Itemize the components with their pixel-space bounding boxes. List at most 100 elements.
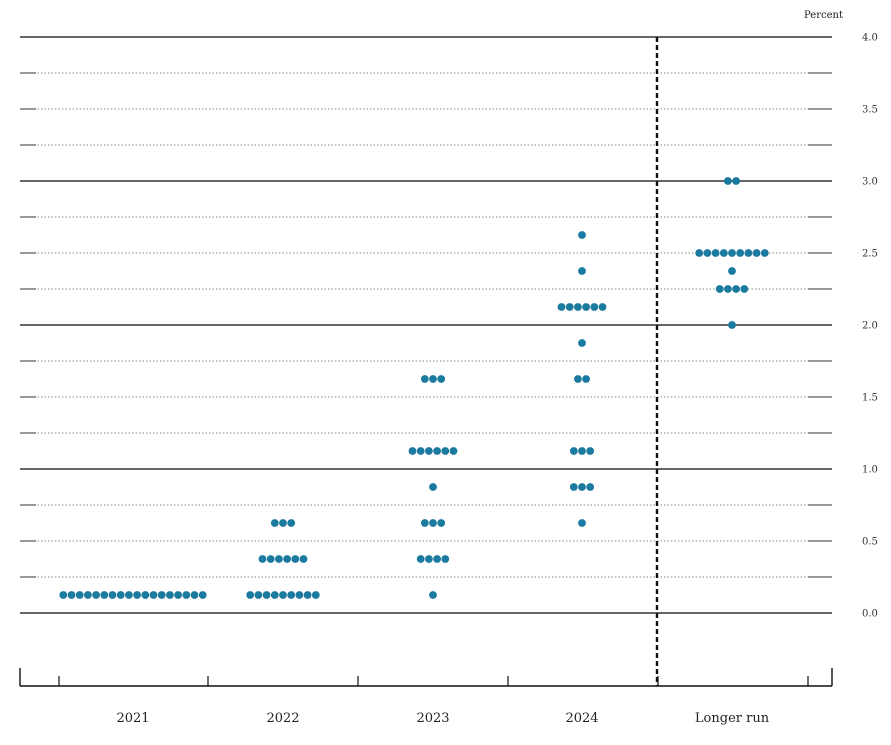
y-tick-label: 0.5 bbox=[862, 537, 878, 548]
dot-point bbox=[420, 375, 429, 383]
dot-point bbox=[198, 591, 207, 599]
dot-point bbox=[108, 591, 117, 599]
dot-point bbox=[437, 375, 446, 383]
dot-point bbox=[728, 321, 736, 329]
dot-point bbox=[744, 249, 753, 257]
y-tick-label: 1.0 bbox=[862, 465, 878, 476]
dot-point bbox=[299, 555, 308, 563]
dot-point bbox=[254, 591, 263, 599]
dot-point bbox=[732, 285, 740, 293]
y-tick-label: 2.5 bbox=[862, 249, 878, 260]
dot-point bbox=[578, 231, 586, 239]
x-category-label: 2023 bbox=[416, 711, 449, 726]
dot-point bbox=[133, 591, 142, 599]
dot-point bbox=[441, 447, 450, 455]
dot-point bbox=[574, 303, 582, 311]
dot-point bbox=[590, 303, 599, 311]
dot-point bbox=[270, 591, 279, 599]
dot-point bbox=[569, 447, 578, 455]
dot-point bbox=[141, 591, 150, 599]
x-axis bbox=[19, 668, 833, 687]
dot-point bbox=[582, 303, 590, 311]
dot-point bbox=[598, 303, 607, 311]
dot-point bbox=[425, 555, 433, 563]
dot-point bbox=[287, 591, 296, 599]
dot-point bbox=[295, 591, 304, 599]
dot-point bbox=[441, 555, 450, 563]
dot-point bbox=[557, 303, 566, 311]
dot-point bbox=[586, 447, 595, 455]
dot-point bbox=[287, 519, 296, 527]
y-tick-label: 0.0 bbox=[862, 609, 878, 620]
x-category-label: 2024 bbox=[565, 711, 598, 726]
dot-point bbox=[116, 591, 125, 599]
y-tick-label: 2.0 bbox=[862, 321, 878, 332]
dot-point bbox=[569, 483, 578, 491]
dot-point bbox=[728, 249, 736, 257]
dot-point bbox=[246, 591, 255, 599]
dot-point bbox=[582, 375, 590, 383]
y-tick-label: 3.0 bbox=[862, 177, 878, 188]
dot-point bbox=[433, 447, 441, 455]
y-tick-label: 1.5 bbox=[862, 393, 878, 404]
x-category-label: 2021 bbox=[116, 711, 149, 726]
labels: Percent 0.0 0.5 1.0 1.5 2.0 2.5 3.0 3.5 4.0 2021 2… bbox=[116, 10, 877, 726]
dot-point bbox=[59, 591, 68, 599]
dot-point bbox=[100, 591, 109, 599]
dot-point bbox=[586, 483, 595, 491]
dot-point bbox=[578, 483, 586, 491]
dot-point bbox=[437, 519, 446, 527]
dot-point bbox=[258, 555, 267, 563]
dot-point bbox=[124, 591, 133, 599]
dot-point bbox=[303, 591, 312, 599]
dot-point bbox=[429, 519, 437, 527]
dot-point bbox=[279, 591, 287, 599]
x-category-label: 2022 bbox=[266, 711, 299, 726]
dot-point bbox=[728, 267, 736, 275]
dot-point bbox=[703, 249, 712, 257]
dot-point bbox=[449, 447, 458, 455]
dot-point bbox=[166, 591, 174, 599]
dot-point bbox=[429, 483, 437, 491]
y-tick-label: 4.0 bbox=[862, 33, 878, 44]
dot-point bbox=[420, 519, 429, 527]
dot-point bbox=[84, 591, 92, 599]
dot-point bbox=[578, 447, 586, 455]
dot-point bbox=[416, 555, 425, 563]
dot-point bbox=[760, 249, 769, 257]
dot-point bbox=[565, 303, 574, 311]
dot-point bbox=[275, 555, 283, 563]
dot-point bbox=[190, 591, 199, 599]
dot-point bbox=[149, 591, 158, 599]
dot-point bbox=[752, 249, 761, 257]
dot-point bbox=[270, 519, 279, 527]
dot-point bbox=[578, 339, 586, 347]
dot-point bbox=[262, 591, 271, 599]
dot-point bbox=[433, 555, 441, 563]
dot-point bbox=[291, 555, 300, 563]
dot-point bbox=[425, 447, 433, 455]
dot-point bbox=[67, 591, 76, 599]
dot-point bbox=[574, 375, 582, 383]
dot-point bbox=[408, 447, 417, 455]
dot-point bbox=[429, 591, 437, 599]
dot-point bbox=[736, 249, 745, 257]
dot-point bbox=[92, 591, 100, 599]
dot-point bbox=[578, 519, 586, 527]
dot-point bbox=[740, 285, 749, 293]
dot-point bbox=[283, 555, 291, 563]
dot-point bbox=[416, 447, 425, 455]
dots bbox=[59, 177, 769, 599]
x-category-label: Longer run bbox=[695, 711, 770, 726]
dot-point bbox=[311, 591, 320, 599]
dot-point bbox=[715, 285, 724, 293]
dot-point bbox=[429, 375, 437, 383]
dot-point bbox=[732, 177, 740, 185]
dot-point bbox=[157, 591, 166, 599]
dot-point bbox=[724, 177, 732, 185]
gridlines bbox=[20, 36, 832, 614]
dot-point bbox=[174, 591, 183, 599]
dot-point bbox=[578, 267, 586, 275]
dot-point bbox=[182, 591, 191, 599]
